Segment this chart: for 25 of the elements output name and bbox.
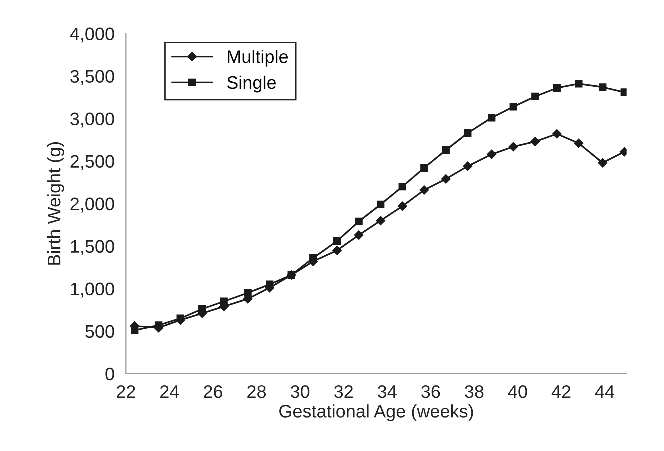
x-tick-label: 44 xyxy=(595,386,615,398)
x-tick-label: 32 xyxy=(334,385,353,398)
x-tick-label: 36 xyxy=(422,385,440,398)
x-tick-label: 34 xyxy=(378,385,397,398)
y-tick-label: 3,000 xyxy=(70,112,114,128)
x-axis-title: Gestational Age (weeks) xyxy=(280,404,474,422)
legend-label: Single xyxy=(227,76,276,93)
x-tick-label: 40 xyxy=(508,385,528,398)
y-tick-label: 4,000 xyxy=(70,28,114,43)
x-tick-label: 26 xyxy=(204,385,222,398)
x-tick-label: 24 xyxy=(160,385,180,398)
y-tick-label: 0 xyxy=(106,368,114,381)
y-tick-label: 3,500 xyxy=(70,70,114,86)
y-axis-title: Birth Weight (g) xyxy=(47,142,64,265)
y-tick-label: 1,500 xyxy=(71,240,114,256)
x-tick-label: 38 xyxy=(465,385,484,398)
y-tick-label: 2,000 xyxy=(70,198,114,213)
y-tick-label: 2,500 xyxy=(70,155,114,170)
y-tick-label: 500 xyxy=(86,325,114,338)
x-tick-label: 22 xyxy=(117,385,136,398)
x-tick-label: 42 xyxy=(552,385,571,398)
x-tick-label: 30 xyxy=(290,385,310,398)
y-tick-label: 1,000 xyxy=(71,282,114,298)
x-tick-label: 28 xyxy=(248,385,266,398)
legend-label: Multiple xyxy=(228,50,288,67)
